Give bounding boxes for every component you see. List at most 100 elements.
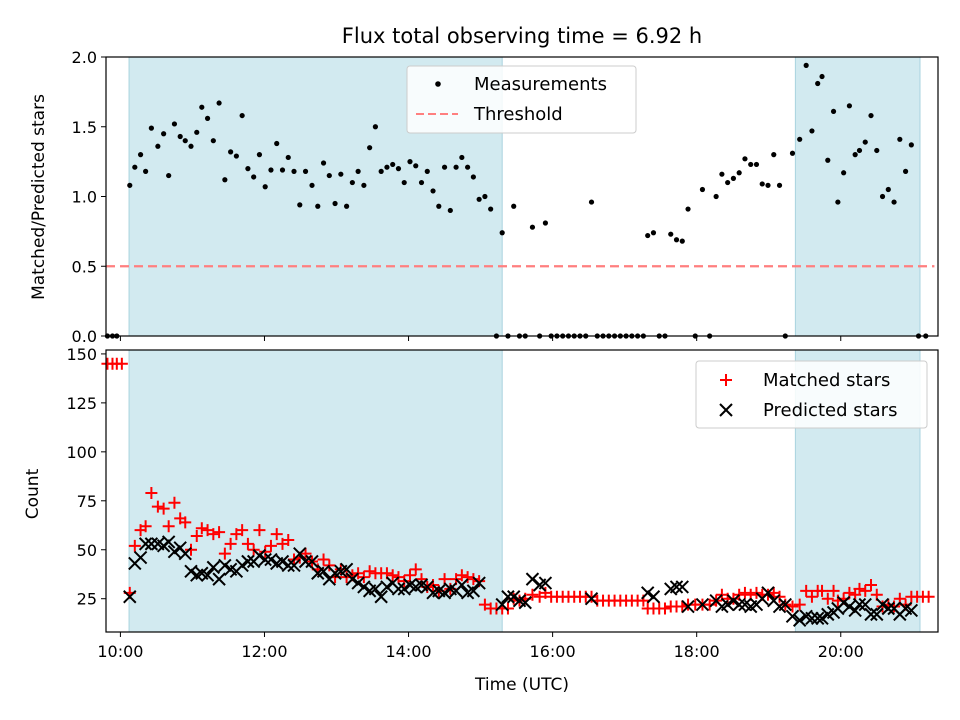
top-legend: Measurements Threshold [406, 65, 637, 134]
predicted-point [904, 603, 919, 618]
measurement-point [511, 203, 517, 209]
measurement-point [902, 168, 909, 174]
bottom-y-tick-label: 75 [77, 492, 97, 511]
measurement-point [361, 182, 367, 188]
bottom-legend-box [695, 360, 928, 429]
matched-point [793, 598, 806, 611]
matched-point [821, 592, 834, 605]
predicted-point [167, 545, 182, 559]
predicted-point [241, 554, 255, 569]
measurement-point [228, 149, 234, 155]
measurement-point [725, 179, 731, 186]
measurement-point [453, 164, 459, 170]
matched-point [190, 530, 203, 543]
measurement-point [161, 131, 167, 137]
predicted-point [178, 546, 192, 561]
measurement-point [378, 168, 384, 174]
legend-measurements-marker [435, 81, 441, 87]
legend-predicted-marker [719, 403, 733, 417]
measurement-point [830, 108, 837, 115]
predicted-point [842, 599, 857, 614]
matched-point [501, 602, 514, 615]
matched-point [403, 569, 416, 582]
matched-point [398, 575, 411, 588]
measurement-point [874, 147, 880, 154]
predicted-point [305, 554, 319, 569]
measurement-point [470, 174, 476, 180]
matched-point [128, 539, 141, 552]
predicted-point [507, 590, 521, 604]
measurement-point [465, 164, 471, 170]
matched-point [415, 573, 428, 586]
measurement-point [155, 143, 161, 149]
measurement-point [355, 168, 361, 174]
x-tick-label: 16:00 [530, 642, 576, 661]
predicted-point [836, 595, 851, 610]
predicted-point [138, 537, 153, 551]
predicted-point [144, 537, 159, 551]
measurement-point [233, 153, 239, 159]
measurement-point [274, 140, 280, 147]
matched-point [317, 553, 330, 566]
measurement-point [182, 138, 188, 144]
measurement-point [825, 157, 831, 163]
measurement-point [846, 103, 852, 109]
top-y-tick-label: 0.0 [72, 327, 97, 346]
legend-matched-marker [720, 374, 732, 386]
matched-point [676, 600, 689, 613]
matched-point [264, 539, 277, 552]
predicted-point [518, 595, 532, 610]
measurement-point [245, 166, 251, 172]
matched-point [409, 563, 422, 576]
measurement-point [332, 200, 338, 207]
measurement-point [897, 136, 903, 142]
measurement-point [748, 161, 754, 168]
predicted-point [778, 597, 792, 612]
matched-point [157, 502, 170, 515]
measurement-point [542, 220, 549, 226]
top-y-tick-label: 1.0 [72, 188, 97, 207]
measurement-point [789, 150, 796, 156]
predicted-point [852, 597, 867, 612]
predicted-point [785, 609, 800, 624]
top-legend-box [406, 65, 637, 134]
predicted-point [640, 586, 655, 600]
measurement-point [685, 206, 691, 212]
matched-point [738, 586, 751, 599]
matched-point [162, 520, 175, 533]
bottom-y-tick-label: 125 [66, 394, 97, 413]
predicted-point [455, 578, 469, 592]
predicted-point [810, 611, 825, 625]
predicted-point [870, 607, 884, 622]
measurement-point [499, 230, 505, 236]
measurement-point [730, 175, 737, 181]
matched-point [461, 571, 474, 584]
matched-point [241, 537, 254, 550]
measurement-point [171, 121, 178, 127]
legend-predicted-label: Predicted stars [763, 400, 897, 421]
predicted-point [357, 580, 371, 594]
bottom-axes-frame [105, 349, 939, 633]
matched-point [253, 524, 266, 537]
measurement-point [291, 168, 297, 174]
measurement-point [879, 193, 886, 200]
predicted-point [345, 572, 360, 586]
measurement-point [719, 171, 725, 177]
measurement-point [771, 152, 777, 158]
predicted-point [720, 597, 735, 612]
measurement-point [256, 152, 263, 158]
measurement-point [424, 168, 430, 174]
bottom-panel: 10:00 12:00 14:00 16:00 18:00 20:00 25 50 75 100… [23, 345, 939, 695]
measurement-point [143, 168, 149, 174]
top-y-tick-label: 0.5 [72, 257, 97, 276]
measurement-point [753, 161, 760, 168]
measurement-point [645, 232, 651, 239]
measurement-point [188, 143, 194, 149]
chart-title: Flux total observing time = 6.92 h [342, 24, 702, 48]
predicted-point [374, 590, 388, 604]
measurement-point [384, 164, 390, 170]
bottom-y-ticks: 25 50 75 100 125 150 [66, 345, 106, 609]
matched-point [195, 522, 208, 535]
top-y-tick-label: 2.0 [72, 48, 97, 67]
predicted-point [235, 558, 249, 573]
